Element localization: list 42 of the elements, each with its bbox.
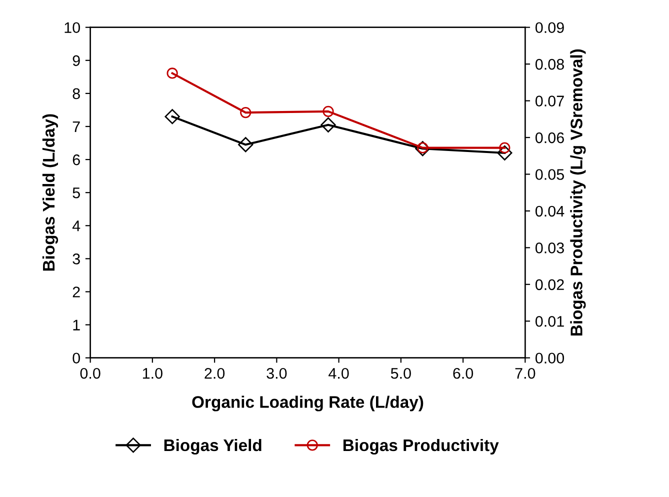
y-tick-label: 3 [72,254,80,264]
y2-tick-label: 0.04 [535,206,564,217]
point [497,145,512,160]
x-tick-label: 4.0 [328,368,349,379]
x-tick-label: 5.0 [390,368,411,379]
point [320,117,336,132]
y2-tick-label: 0.09 [535,22,564,34]
y2-tick-label: 0.06 [535,132,564,144]
y-tick-label: 2 [72,286,80,298]
y-tick-label: 8 [72,88,80,100]
y2-tick-label: 0.00 [535,352,564,364]
point [240,106,252,118]
x-tick-label: 3.0 [266,368,287,379]
x-axis-title: Organic Loading Rate (L/day) [192,396,424,412]
y2-tick-label: 0.07 [535,96,564,106]
y-tick-label: 0 [72,352,80,364]
point [238,137,254,152]
y-tick-label: 9 [72,55,80,66]
y-tick-label: 1 [73,320,80,330]
y-tick-label: 6 [72,154,80,166]
y2-axis-title: Biogas Productivity (L/g VSremoval) [570,49,586,336]
point [164,109,180,124]
y-tick-label: 4 [72,220,80,232]
x-tick-label: 0.0 [80,368,100,379]
y2-tick-label: 0.01 [535,316,564,327]
x-tick-label: 7.0 [515,368,536,379]
y-tick-label: 10 [64,22,80,34]
legend-label: Biogas Productivity [343,438,499,455]
x-tick-label: 2.0 [204,368,225,379]
y2-tick-label: 0.03 [535,242,564,254]
point [415,141,430,156]
point [322,106,334,117]
y-tick-label: 7 [72,122,80,132]
y2-tick-label: 0.08 [535,58,564,70]
y2-tick-label: 0.05 [535,169,564,180]
y-axis-title: Biogas Yield (L/day) [42,114,58,271]
point [166,68,178,79]
x-tick-label: 6.0 [453,368,474,379]
legend-label: Biogas Yield [164,438,262,455]
y-tick-label: 5 [72,188,80,198]
x-tick-label: 1.0 [142,368,162,379]
y2-tick-label: 0.02 [535,279,564,290]
